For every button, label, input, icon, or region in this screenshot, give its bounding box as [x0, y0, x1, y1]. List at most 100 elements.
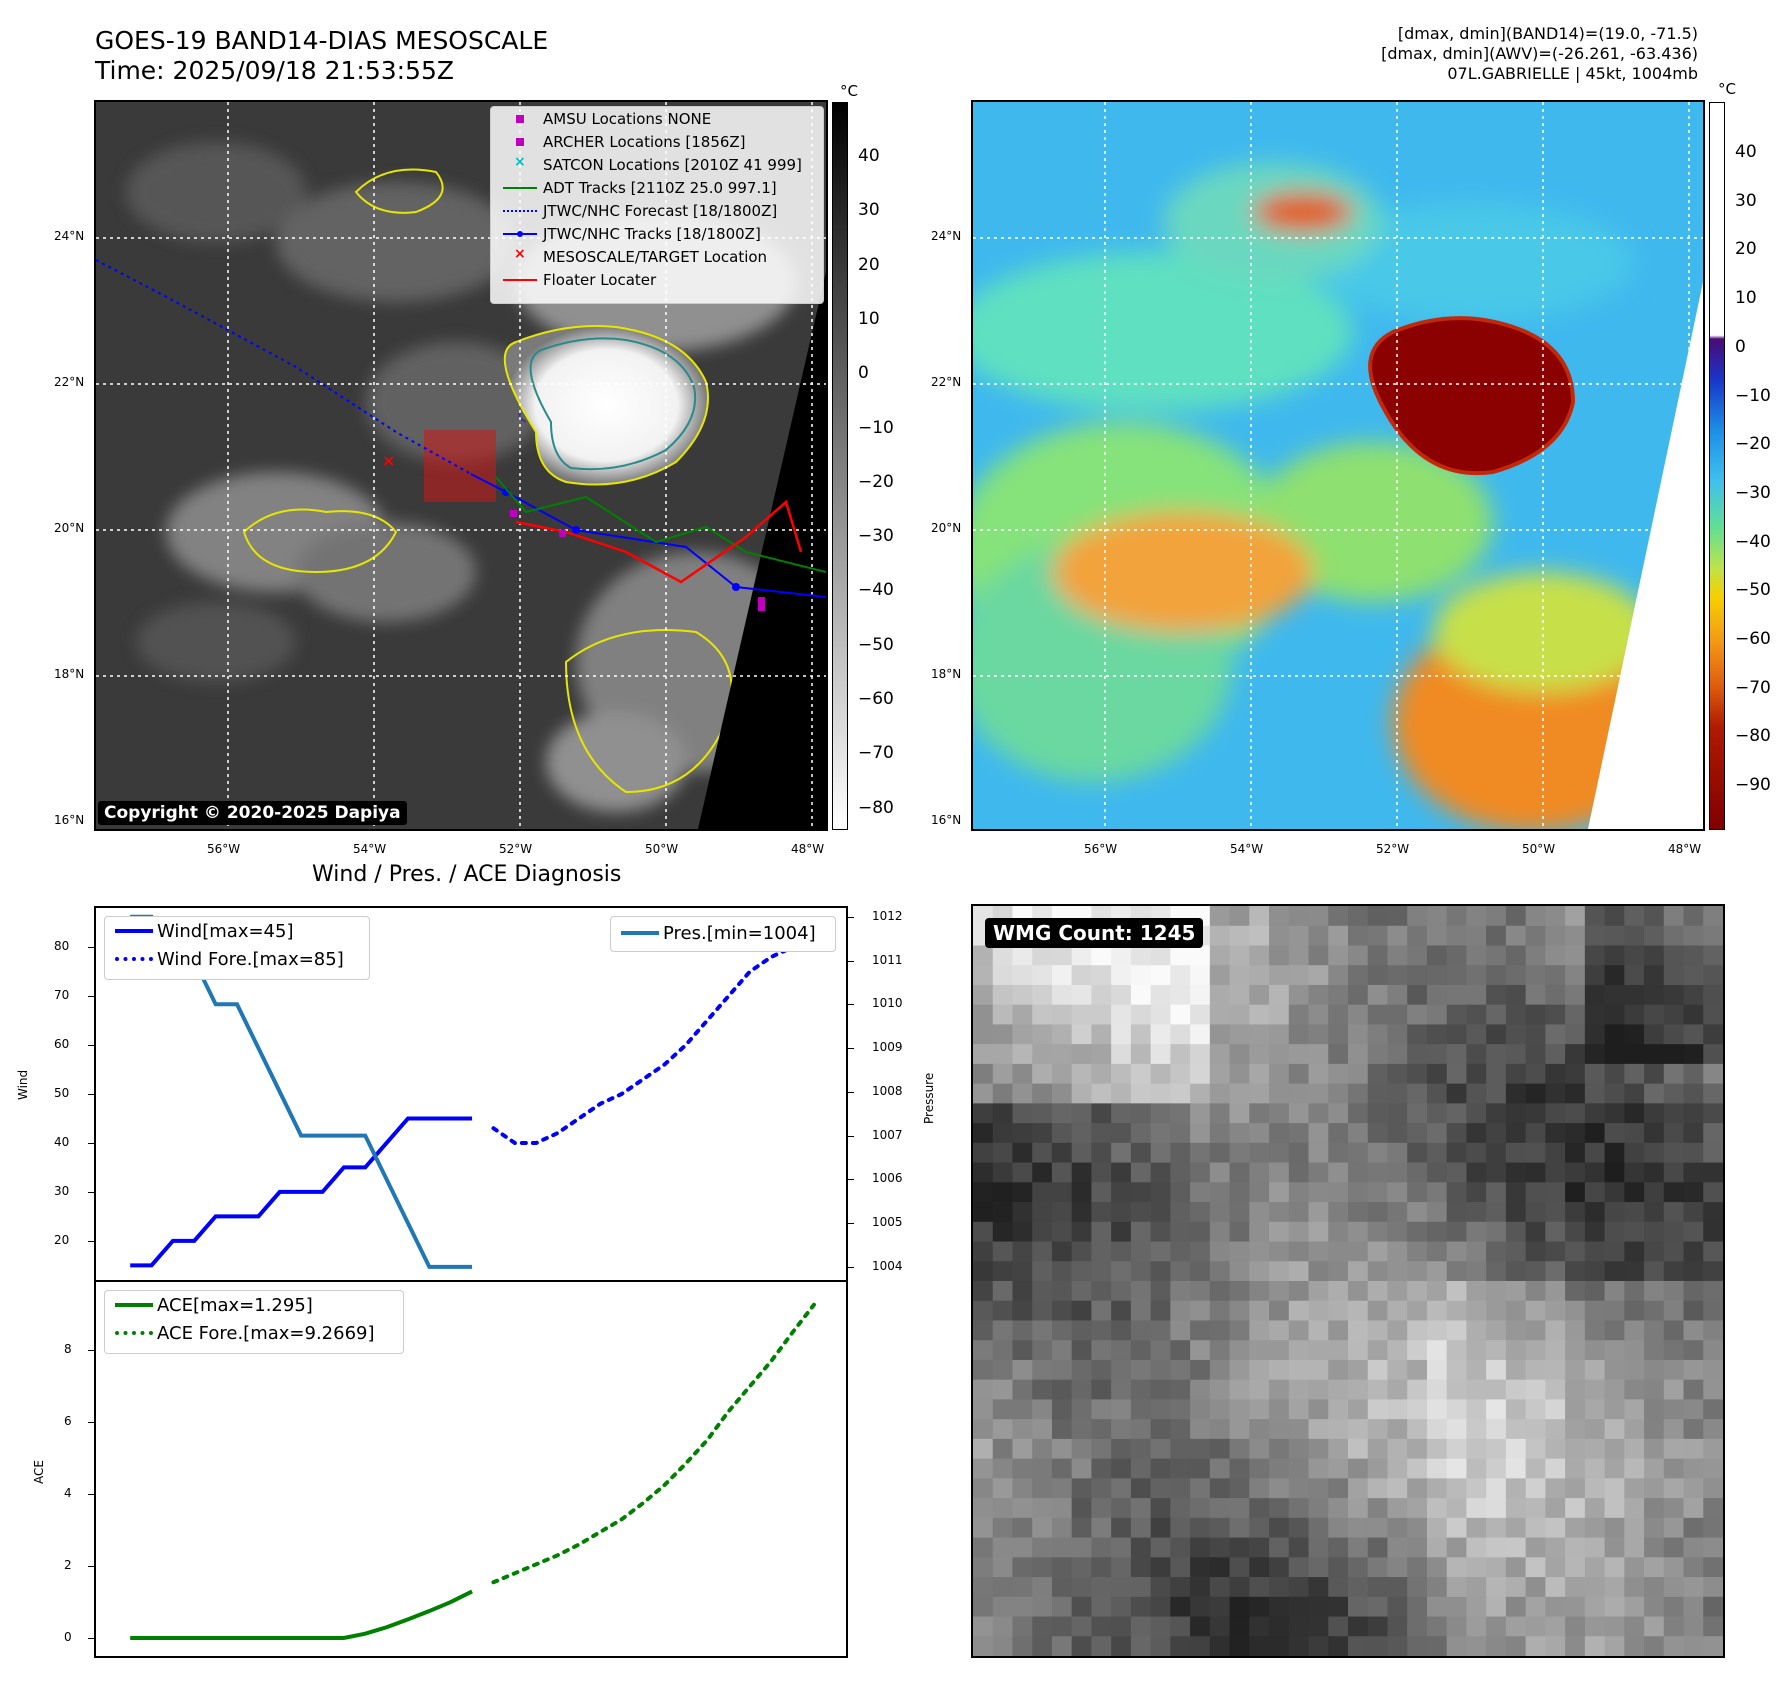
colorbar-tick-label: 0	[1735, 336, 1746, 357]
colorbar-tick-label: −20	[858, 471, 894, 492]
lon-label: 48°W	[1668, 842, 1702, 856]
legend-item-wind-fore: Wind Fore.[max=85]	[105, 945, 369, 973]
ace-tick-label: 8	[64, 1342, 72, 1357]
moisture-field	[973, 162, 1673, 829]
ace-tick-label: 2	[64, 1558, 72, 1573]
colorbar-tick-label: −30	[858, 526, 894, 547]
chart-title: GOES-19 BAND14-DIAS MESOSCALE	[95, 26, 549, 55]
legend-item-ace-fore: ACE Fore.[max=9.2669]	[105, 1319, 403, 1347]
lat-label: 22°N	[54, 375, 85, 389]
lat-label: 16°N	[931, 813, 962, 827]
pres-tick-mark	[848, 1048, 854, 1050]
ace-chart	[130, 1302, 816, 1641]
ace-forecast-line	[491, 1302, 816, 1585]
pres-tick-mark	[848, 1004, 854, 1006]
colorbar-tick-label: −10	[1735, 385, 1771, 406]
ace-legend: ACE[max=1.295] ACE Fore.[max=9.2669]	[104, 1290, 404, 1354]
storm-cloud	[504, 326, 708, 485]
pres-tick-mark	[848, 1091, 854, 1093]
no-data-wedge	[698, 272, 826, 829]
ace-line	[130, 1589, 473, 1641]
wind-tick-label: 40	[54, 1134, 70, 1149]
colorbar-tick-label: −70	[1735, 677, 1771, 698]
wind-tick-mark	[88, 1045, 94, 1047]
legend-item-amsu: AMSU Locations NONE	[491, 107, 823, 130]
wind-tick-mark	[88, 1094, 94, 1095]
storm-core	[1370, 318, 1573, 474]
wind-tick-mark	[88, 1240, 94, 1242]
colorbar-tick-label: 10	[1735, 288, 1757, 309]
pres-legend: Pres.[min=1004]	[610, 916, 836, 952]
ace-tick-mark	[88, 1638, 94, 1640]
colorbar-tick-label: −50	[858, 634, 894, 655]
lon-label: 56°W	[1084, 842, 1118, 856]
ace-tick-mark	[88, 1350, 94, 1352]
legend-item-forecast: JTWC/NHC Forecast [18/1800Z]	[491, 199, 823, 222]
ace-tick-mark	[88, 1422, 94, 1424]
color-map-panel	[971, 100, 1705, 831]
colorbar-tick-label: −10	[858, 417, 894, 438]
wmg-count-badge: WMG Count: 1245	[985, 918, 1204, 948]
colorbar-tick-label: −50	[1735, 580, 1771, 601]
pres-tick-mark	[848, 916, 854, 918]
colorbar-tick-label: 0	[858, 363, 869, 384]
storm-info: 07L.GABRIELLE | 45kt, 1004mb	[1447, 64, 1698, 83]
colorbar-tick-label: 30	[858, 200, 880, 221]
lat-label: 16°N	[54, 813, 85, 827]
legend-item-archer: ARCHER Locations [1856Z]	[491, 130, 823, 153]
lon-label: 50°W	[1522, 842, 1556, 856]
wind-tick-label: 60	[54, 1037, 70, 1052]
wmg-image	[973, 906, 1723, 1656]
wind-line	[130, 1116, 473, 1268]
mesoscale-box	[424, 430, 496, 502]
pres-tick-mark	[848, 1223, 854, 1225]
legend-item-satcon: × SATCON Locations [2010Z 41 999]	[514, 153, 802, 174]
colorbar-tick-label: −80	[858, 797, 894, 818]
color-map	[973, 102, 1703, 829]
pres-tick-mark	[848, 960, 854, 962]
lon-label: 54°W	[1230, 842, 1264, 856]
lon-label: 52°W	[1376, 842, 1410, 856]
legend-item-adt: ADT Tracks [2110Z 25.0 997.1]	[491, 176, 823, 199]
pres-ylabel: Pressure	[922, 1072, 936, 1124]
wind-legend: Wind[max=45] Wind Fore.[max=85]	[104, 916, 370, 980]
chart-time: Time: 2025/09/18 21:53:55Z	[95, 56, 454, 85]
colorbar-tick-label: −60	[1735, 629, 1771, 649]
legend-item-mesoscale: × MESOSCALE/TARGET Location	[514, 245, 768, 266]
lat-label: 24°N	[931, 229, 962, 243]
wind-tick-mark	[88, 1142, 94, 1144]
lon-label: 50°W	[645, 842, 679, 856]
wind-ylabel: Wind	[16, 1069, 30, 1100]
colorbar-tick-label: 40	[1735, 142, 1757, 162]
lon-label: 52°W	[499, 842, 533, 856]
wind-tick-label: 50	[54, 1086, 70, 1100]
colorbar-tick-label: −80	[1735, 726, 1771, 747]
legend-item-pres: Pres.[min=1004]	[611, 917, 835, 949]
colorbar-tick-label: −40	[858, 580, 894, 601]
colorbar-gray-unit: °C	[840, 82, 858, 100]
colorbar-tick-label: −70	[858, 743, 894, 764]
lon-label: 56°W	[207, 842, 241, 856]
pres-tick-label: 1008	[872, 1083, 903, 1098]
band14-range: [dmax, dmin](BAND14)=(19.0, -71.5)	[1397, 24, 1698, 43]
wind-tick-label: 70	[54, 988, 70, 1003]
no-data-wedge	[1588, 282, 1703, 829]
colorbar-tick-label: 40	[858, 146, 880, 166]
ace-tick-label: 6	[64, 1414, 72, 1429]
wind-tick-label: 80	[54, 939, 70, 954]
colorbar-color-unit: °C	[1718, 80, 1736, 98]
lat-label: 22°N	[931, 375, 962, 389]
lat-label: 18°N	[54, 667, 85, 681]
lon-label: 48°W	[791, 842, 825, 856]
ace-tick-mark	[88, 1494, 94, 1496]
colorbar-tick-label: 30	[1735, 190, 1757, 211]
wind-tick-mark	[88, 1191, 94, 1193]
awv-range: [dmax, dmin](AWV)=(-26.261, -63.436)	[1381, 44, 1698, 63]
pres-tick-label: 1005	[872, 1215, 903, 1230]
pres-tick-label: 1007	[872, 1127, 903, 1142]
map-legend: AMSU Locations NONE ARCHER Locations [18…	[490, 106, 824, 304]
ace-tick-label: 4	[64, 1486, 72, 1501]
pres-tick-mark	[848, 1266, 854, 1268]
legend-item-ace: ACE[max=1.295]	[105, 1291, 403, 1319]
colorbar-gray	[832, 102, 848, 830]
